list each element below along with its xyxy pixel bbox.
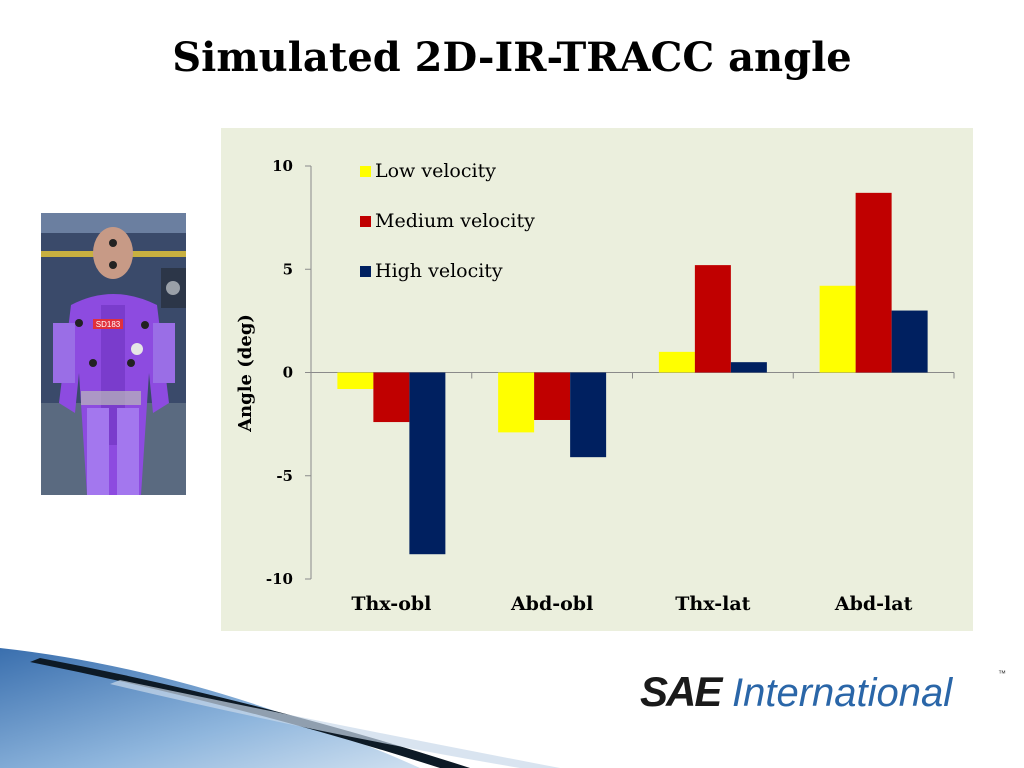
y-tick-label: 5	[283, 260, 293, 278]
bar-thx-obl-medium-velocity	[373, 372, 410, 423]
logo-name: International	[732, 671, 953, 714]
bar-abd-obl-medium-velocity	[534, 372, 571, 420]
x-category-label: Thx-obl	[351, 593, 431, 615]
bar-thx-obl-high-velocity	[409, 372, 446, 555]
bar-abd-obl-low-velocity	[498, 372, 535, 433]
x-category-label: Abd-lat	[834, 593, 913, 615]
legend-swatch	[360, 266, 371, 277]
y-tick-label: 10	[272, 157, 293, 175]
legend-label: High velocity	[375, 260, 503, 282]
y-tick-label: -5	[276, 467, 293, 485]
slide-title: Simulated 2D-IR-TRACC angle	[172, 34, 852, 81]
y-tick-label: -10	[266, 570, 293, 588]
legend-label: Low velocity	[375, 160, 496, 182]
bar-thx-lat-low-velocity	[658, 351, 695, 373]
dummy-badge: SD183	[96, 320, 121, 329]
bar-thx-lat-high-velocity	[730, 362, 767, 373]
y-tick-label: 0	[283, 364, 293, 382]
legend-label: Medium velocity	[375, 210, 535, 232]
legend-swatch	[360, 216, 371, 227]
logo-trademark: ™	[998, 669, 1006, 678]
bar-thx-obl-low-velocity	[337, 372, 374, 390]
bar-thx-lat-medium-velocity	[694, 265, 731, 373]
x-category-label: Abd-obl	[510, 593, 593, 615]
y-axis-label: Angle (deg)	[235, 314, 256, 433]
decorative-swoosh	[0, 648, 560, 768]
angle-bar-chart: -10 -5 0 5 10 Thx-obl Abd-obl Thx-lat Abd-lat Lo…	[235, 157, 955, 615]
x-category-label: Thx-lat	[675, 593, 750, 615]
bar-abd-lat-medium-velocity	[855, 192, 892, 373]
legend-swatch	[360, 166, 371, 177]
sae-international-logo: SAE International ™	[640, 666, 1010, 715]
bar-abd-obl-high-velocity	[570, 372, 607, 458]
logo-brand: SAE	[640, 668, 724, 714]
bar-abd-lat-low-velocity	[819, 285, 856, 373]
bar-abd-lat-high-velocity	[891, 310, 928, 373]
crash-test-dummy-photo: SD183	[41, 213, 186, 495]
